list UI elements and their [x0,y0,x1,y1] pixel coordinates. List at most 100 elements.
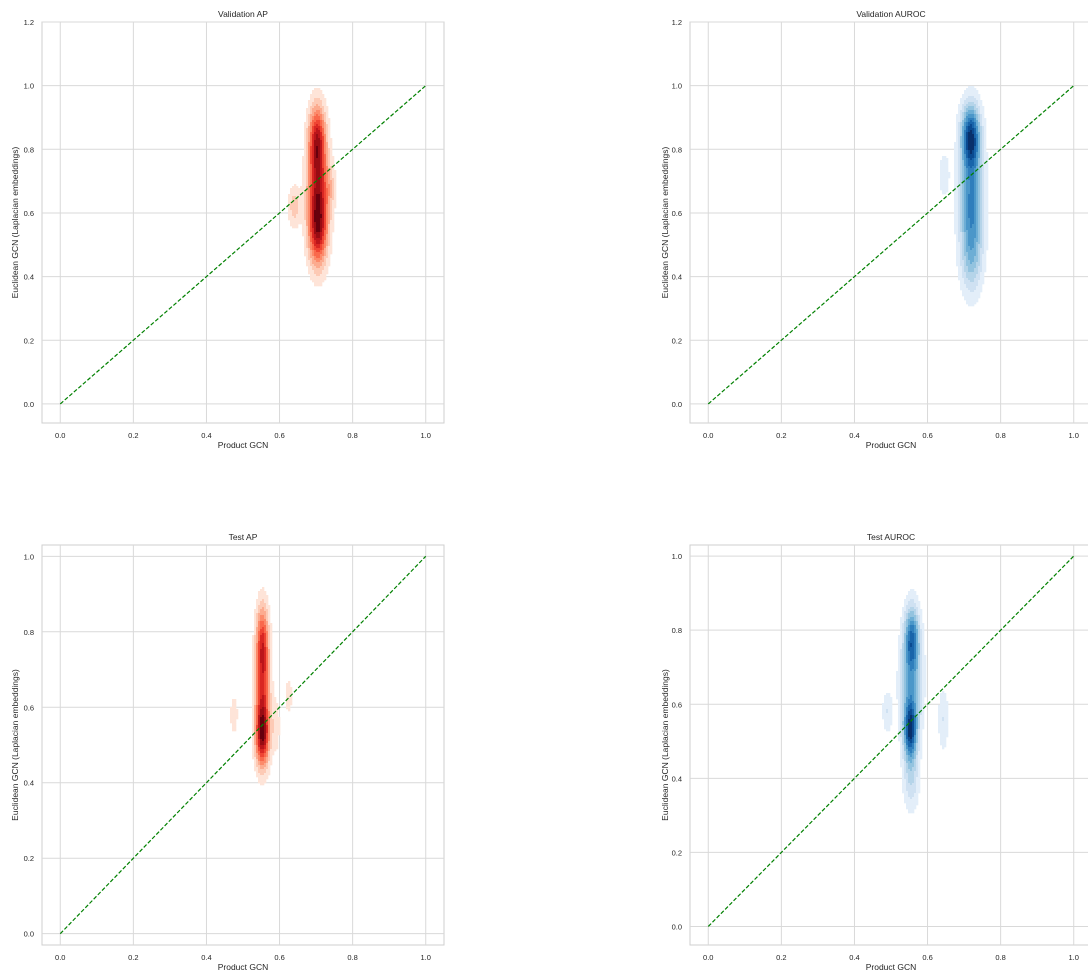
density-cell [320,134,322,136]
density-cell [954,162,956,164]
density-cell [254,681,256,683]
density-cell [322,216,324,218]
density-cell [254,749,256,751]
density-cell [326,134,328,136]
density-cell [328,160,330,162]
density-cell [308,160,310,162]
density-cell [324,128,326,130]
density-cell [908,621,910,623]
density-cell [978,180,980,182]
density-cell [962,234,964,236]
density-cell [982,192,984,194]
density-cell [956,206,958,208]
density-cell [980,214,982,216]
density-cell [960,192,962,194]
density-cell [968,158,970,160]
density-cell [274,705,276,707]
density-cell [310,120,312,122]
density-cell [254,659,256,661]
density-cell [254,711,256,713]
density-cell [970,282,972,284]
density-cell [960,206,962,208]
density-cell [288,212,290,214]
density-cell [330,224,332,226]
density-cell [318,200,320,202]
density-cell [954,144,956,146]
density-cell [252,711,254,713]
density-cell [252,681,254,683]
density-cell [320,264,322,266]
density-cell [900,755,902,757]
density-cell [976,202,978,204]
density-cell [976,192,978,194]
density-cell [322,270,324,272]
density-cell [980,112,982,114]
density-cell [964,156,966,158]
density-cell [270,655,272,657]
density-cell [270,739,272,741]
density-cell [332,222,334,224]
density-cell [326,266,328,268]
density-cell [308,138,310,140]
density-cell [260,687,262,689]
density-cell [308,130,310,132]
density-cell [324,162,326,164]
density-cell [320,156,322,158]
density-cell [910,637,912,639]
density-cell [254,759,256,761]
density-cell [980,128,982,130]
density-cell [256,715,258,717]
density-cell [318,230,320,232]
density-cell [910,665,912,667]
density-cell [974,112,976,114]
density-cell [304,128,306,130]
density-cell [270,665,272,667]
density-cell [256,629,258,631]
density-cell [978,176,980,178]
density-cell [256,765,258,767]
density-cell [316,282,318,284]
density-cell [312,102,314,104]
density-cell [904,703,906,705]
density-cell [970,204,972,206]
density-cell [946,174,948,176]
density-cell [962,240,964,242]
density-cell [982,234,984,236]
x-tick-label: 0.4 [201,953,211,962]
density-cell [334,172,336,174]
density-cell [964,142,966,144]
density-cell [258,735,260,737]
density-cell [966,202,968,204]
density-cell [308,154,310,156]
density-cell [266,619,268,621]
density-cell [888,723,890,725]
density-cell [268,665,270,667]
density-cell [910,787,912,789]
density-cell [254,623,256,625]
density-cell [310,220,312,222]
density-cell [256,769,258,771]
density-cell [254,683,256,685]
density-cell [312,214,314,216]
density-cell [294,222,296,224]
density-cell [904,705,906,707]
density-cell [312,230,314,232]
y-tick-label: 0.0 [24,400,34,409]
density-cell [330,216,332,218]
density-cell [964,252,966,254]
density-cell [882,707,884,709]
density-cell [984,194,986,196]
density-cell [910,609,912,611]
density-cell [308,272,310,274]
density-cell [970,134,972,136]
density-cell [980,132,982,134]
density-cell [294,200,296,202]
density-cell [290,196,292,198]
density-cell [944,166,946,168]
density-cell [260,697,262,699]
density-cell [316,188,318,190]
density-cell [256,649,258,651]
density-cell [328,188,330,190]
density-cell [266,639,268,641]
density-cell [906,645,908,647]
